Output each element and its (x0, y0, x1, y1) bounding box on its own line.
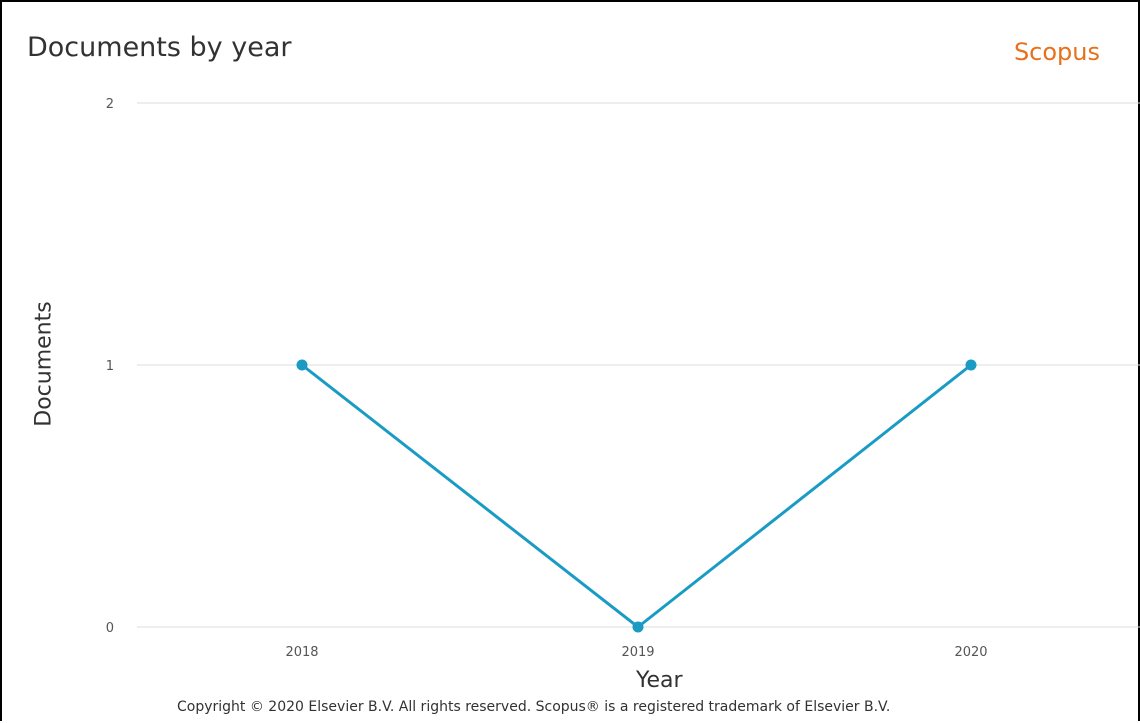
copyright-notice: Copyright © 2020 Elsevier B.V. All right… (177, 699, 891, 715)
x-tick-label: 2020 (954, 645, 987, 660)
series-line (301, 363, 972, 629)
y-tick-labels: 0 1 2 (106, 97, 114, 636)
x-tick-label: 2018 (285, 645, 318, 660)
scopus-logo: Scopus (1013, 38, 1100, 66)
y-tick-label: 0 (106, 621, 114, 636)
x-axis-label: Year (636, 668, 683, 693)
x-tick-labels: 2018 2019 2020 (285, 645, 987, 660)
y-tick-label: 2 (106, 97, 114, 112)
data-point[interactable] (632, 621, 644, 633)
data-point[interactable] (296, 359, 308, 371)
data-point[interactable] (965, 359, 977, 371)
x-tick-label: 2019 (621, 645, 654, 660)
series-documents (296, 359, 977, 633)
grid-lines (137, 102, 1140, 628)
chart-title: Documents by year (27, 32, 292, 63)
y-tick-label: 1 (106, 359, 114, 374)
